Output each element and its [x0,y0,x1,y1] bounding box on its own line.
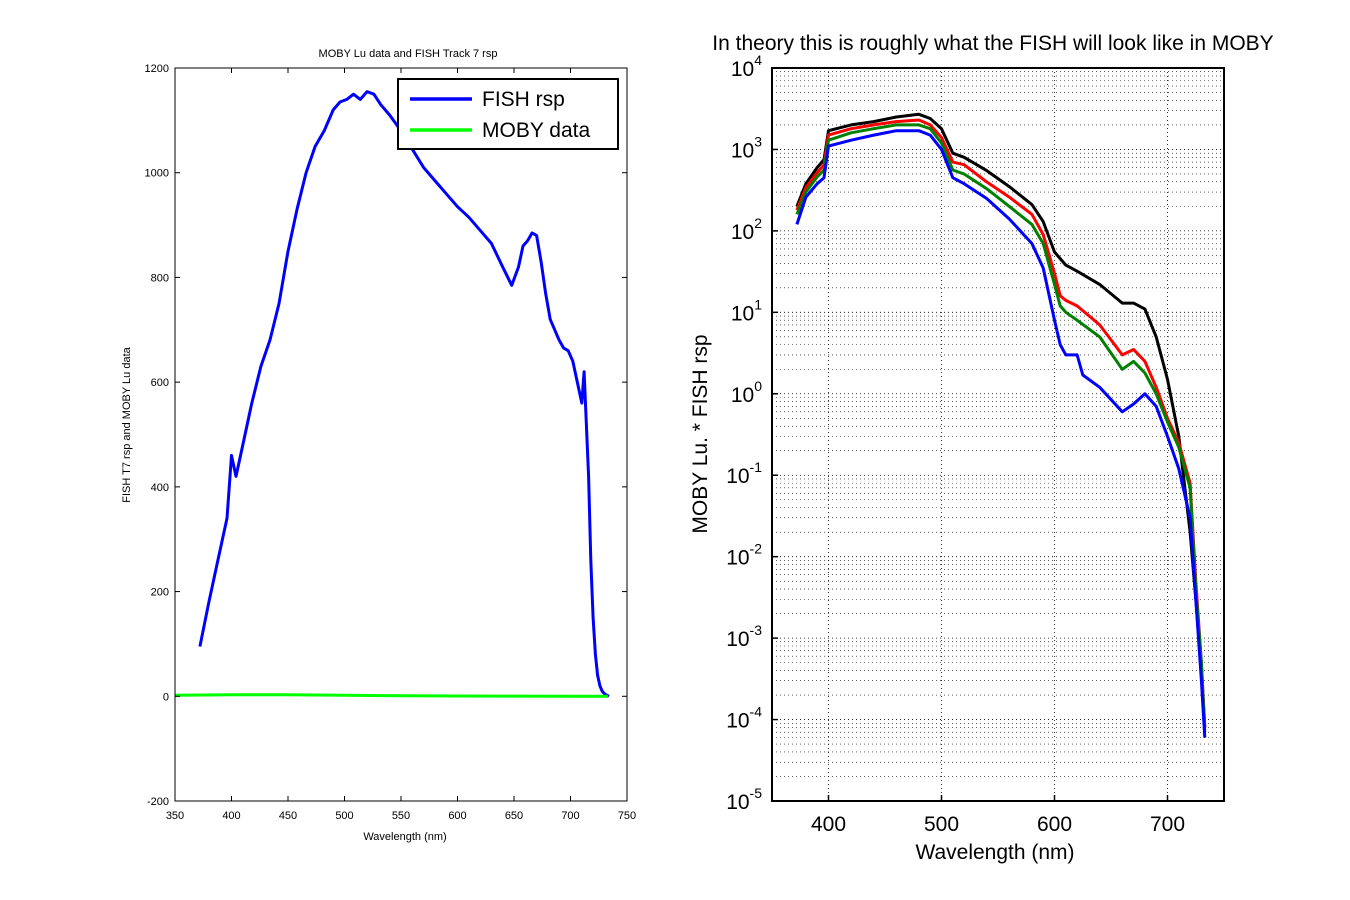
legend-label-fish-rsp: FISH rsp [482,88,565,111]
left-x-tick-label: 500 [335,810,353,822]
right-y-tick-label: 104 [731,52,762,81]
left-y-tick-label: 800 [151,272,169,284]
right-series-1 [795,118,1207,728]
left-plot-lines [174,90,610,698]
right-y-tick-label: 10-4 [726,704,762,733]
right-y-tick-label: 101 [731,296,762,325]
left-y-tick-label: -200 [147,796,169,808]
right-y-tick-label: 10-1 [726,459,762,488]
right-y-tick-label: 103 [731,133,762,162]
right-chart-title: In theory this is roughly what the FISH … [712,32,1273,55]
left-chart: MOBY Lu data and FISH Track 7 rsp 350 400… [121,48,636,843]
left-x-tick-label: 350 [166,810,184,822]
right-x-tick-label: 500 [924,813,959,836]
left-axis-ticks: 350 400 450 500 550 600 650 700 750 -200 0 200 400 60… [145,63,637,822]
right-axis-ticks: 400 500 600 700 10-5 10-4 10-3 10-2 10-1 100 101 10… [726,52,1185,836]
legend-label-moby-data: MOBY data [482,119,590,142]
left-x-tick-label: 600 [448,810,466,822]
right-grid [772,67,1224,802]
right-y-tick-label: 10-2 [726,541,762,570]
right-y-tick-label: 102 [731,215,762,244]
left-x-tick-label: 700 [561,810,579,822]
right-x-tick-label: 600 [1037,813,1072,836]
right-plot-frame [771,67,1225,802]
left-x-tick-label: 400 [222,810,240,822]
left-y-axis-label: FISH T7 rsp and MOBY Lu data [121,346,133,502]
left-series-moby-data [174,693,608,698]
left-x-axis-label: Wavelength (nm) [363,831,446,843]
right-chart: In theory this is roughly what the FISH … [689,32,1274,864]
legend-box [397,78,619,150]
left-y-tick-label: 400 [151,482,169,494]
left-y-tick-label: 1000 [145,168,169,180]
right-series-2 [795,123,1207,733]
left-x-tick-label: 750 [618,810,636,822]
left-x-tick-label: 450 [279,810,297,822]
left-y-tick-label: 1200 [145,63,169,75]
left-y-tick-label: 0 [163,691,169,703]
right-y-tick-label: 100 [731,378,762,407]
left-x-tick-label: 650 [505,810,523,822]
left-chart-title: MOBY Lu data and FISH Track 7 rsp [319,48,498,60]
right-x-axis-label: Wavelength (nm) [915,841,1074,864]
right-x-tick-label: 400 [811,813,846,836]
right-series-3 [795,129,1207,738]
right-x-tick-label: 700 [1150,813,1185,836]
right-y-tick-label: 10-5 [726,785,762,814]
right-plot-lines [795,112,1207,738]
left-legend: FISH rsp MOBY data [397,78,619,150]
left-y-tick-label: 200 [151,587,169,599]
right-series-0 [795,112,1207,728]
left-x-tick-label: 550 [392,810,410,822]
left-series-fish-rsp [198,90,610,698]
left-y-tick-label: 600 [151,377,169,389]
right-y-axis-label: MOBY Lu. * FISH rsp [689,334,712,533]
right-y-tick-label: 10-3 [726,622,762,651]
